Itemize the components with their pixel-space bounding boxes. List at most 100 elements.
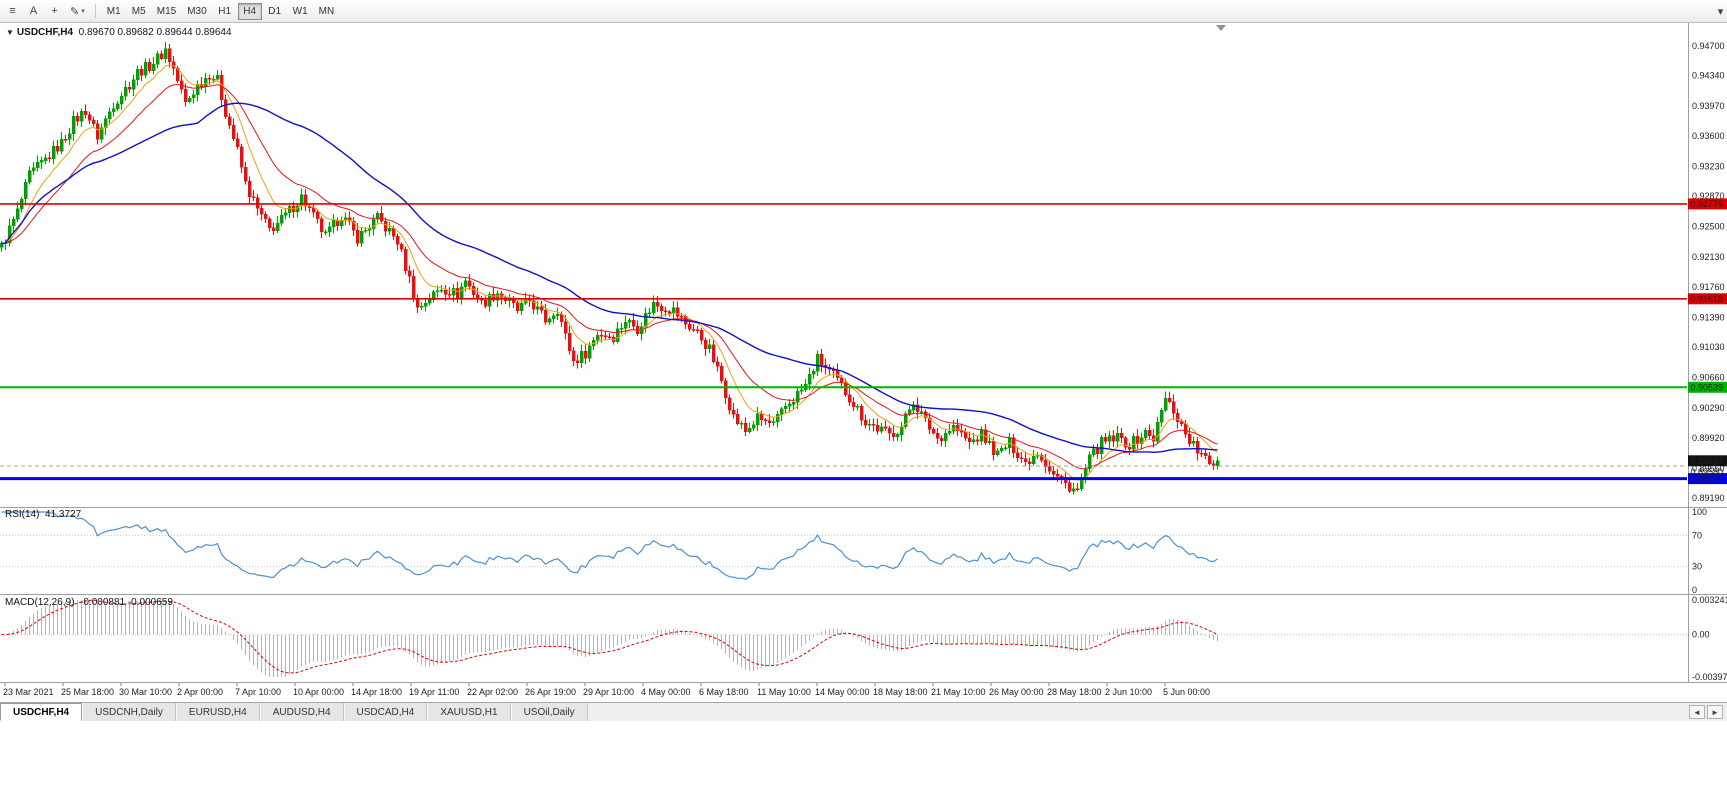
svg-text:29 Apr 10:00: 29 Apr 10:00 (583, 687, 634, 697)
svg-text:19 Apr 11:00: 19 Apr 11:00 (409, 687, 459, 697)
axis-badge-0.91618 (1688, 293, 1727, 305)
timeframe-button-h4[interactable]: H4 (237, 2, 262, 20)
svg-text:30: 30 (1692, 562, 1702, 572)
svg-text:0.91390: 0.91390 (1692, 313, 1725, 323)
chart-tab-usdcad-h4[interactable]: USDCAD,H4 (343, 703, 428, 721)
hamburger-icon: ≡ (9, 5, 16, 17)
svg-text:22 Apr 02:00: 22 Apr 02:00 (467, 687, 518, 697)
rsi-value: 41.3727 (45, 509, 82, 520)
timeframe-button-d1[interactable]: D1 (263, 3, 287, 20)
macd-signal-line (1, 599, 1218, 674)
svg-text:-0.003976: -0.003976 (1692, 672, 1727, 682)
svg-text:70: 70 (1692, 530, 1702, 540)
rsi-panel (0, 534, 1687, 568)
svg-text:5 Jun 00:00: 5 Jun 00:00 (1163, 687, 1210, 697)
rsi-indicator-label: RSI(14) 41.3727 (5, 509, 81, 520)
price-axis[interactable]: 0.94700 0.94340 0.93970 0.93600 0.93230 0.928… (1688, 41, 1727, 682)
svg-text:0.92870: 0.92870 (1692, 191, 1725, 201)
toolbar-overflow-icon: ▾ (1717, 5, 1724, 18)
svg-text:0.92130: 0.92130 (1692, 252, 1725, 262)
svg-text:0.89190: 0.89190 (1692, 493, 1725, 503)
svg-text:10 Apr 00:00: 10 Apr 00:00 (293, 687, 344, 697)
crosshair-icon: + (51, 5, 58, 17)
draw-tool-button[interactable]: ✎ ▾ (66, 3, 89, 20)
svg-text:0.93600: 0.93600 (1692, 131, 1725, 141)
svg-text:0.89550: 0.89550 (1692, 464, 1725, 474)
chart-menu-button[interactable]: ≡ (3, 3, 22, 20)
timeframe-button-m15[interactable]: M15 (152, 3, 181, 20)
timeframe-button-m30[interactable]: M30 (182, 3, 211, 20)
svg-text:0.89644: 0.89644 (1691, 456, 1724, 466)
svg-text:14 May 00:00: 14 May 00:00 (815, 687, 870, 697)
timeframe-button-w1[interactable]: W1 (288, 3, 313, 20)
svg-text:0.89427: 0.89427 (1691, 474, 1724, 484)
chart-tab-eurusd-h4[interactable]: EURUSD,H4 (175, 703, 260, 721)
chart-stage[interactable]: 0.94700 0.94340 0.93970 0.93600 0.93230 0.928… (0, 22, 1727, 698)
timeframe-button-mn[interactable]: MN (314, 3, 340, 20)
expand-ohlc-icon[interactable]: ▼ (6, 28, 14, 37)
svg-text:2 Jun 10:00: 2 Jun 10:00 (1105, 687, 1152, 697)
svg-text:0.94340: 0.94340 (1692, 71, 1725, 81)
axis-badge-0.89427 (1688, 473, 1727, 485)
ma-slow-line (1, 102, 1218, 454)
current-price-badge (1688, 455, 1727, 467)
macd-values: -0.000881 -0.000659 (80, 597, 173, 608)
svg-text:28 May 18:00: 28 May 18:00 (1047, 687, 1102, 697)
timeframe-button-m1[interactable]: M1 (102, 3, 126, 20)
timeframe-button-h1[interactable]: H1 (213, 3, 237, 20)
svg-text:0.91618: 0.91618 (1691, 294, 1724, 304)
toolbar-separator (94, 4, 96, 18)
chart-tab-usdcnh-daily[interactable]: USDCNH,Daily (82, 703, 176, 721)
svg-text:100: 100 (1692, 507, 1707, 517)
svg-text:6 May 18:00: 6 May 18:00 (699, 687, 749, 697)
svg-text:18 May 18:00: 18 May 18:00 (873, 687, 928, 697)
svg-text:11 May 10:00: 11 May 10:00 (757, 687, 811, 697)
text-tool-button[interactable]: A (24, 3, 43, 20)
macd-panel (0, 600, 1687, 677)
chart-ohlc-values: 0.89670 0.89682 0.89644 0.89644 (78, 27, 232, 38)
pencil-icon: ✎ (70, 5, 80, 18)
ma-fast-line (1, 64, 1218, 481)
svg-text:26 Apr 19:00: 26 Apr 19:00 (525, 687, 576, 697)
chart-title: ▼ USDCHF,H4 0.89670 0.89682 0.89644 0.896… (6, 27, 232, 38)
chart-tabs: USDCHF,H4 USDCNH,Daily EURUSD,H4 AUDUSD,H4 U… (0, 703, 588, 721)
rsi-line (1, 511, 1218, 580)
crosshair-tool-button[interactable]: + (45, 3, 64, 20)
axis-badge-0.92775 (1688, 198, 1727, 210)
svg-text:21 May 10:00: 21 May 10:00 (931, 687, 986, 697)
svg-text:23 Mar 2021: 23 Mar 2021 (3, 687, 54, 697)
chart-tab-audusd-h4[interactable]: AUDUSD,H4 (259, 703, 344, 721)
chart-tab-xauusd-h1[interactable]: XAUUSD,H1 (427, 703, 511, 721)
time-axis[interactable]: 23 Mar 2021 25 Mar 18:00 30 Mar 10:00 2 Apr… (3, 683, 1210, 697)
top-toolbar: ≡ A + ✎ ▾ M1 M5 M15 M30 H1 H4 D1 W1 MN ▾ (0, 0, 1727, 23)
svg-text:2 Apr 00:00: 2 Apr 00:00 (177, 687, 223, 697)
macd-histogram (5, 600, 1218, 677)
macd-indicator-label: MACD(12,26,9) -0.000881 -0.000659 (5, 597, 173, 608)
tabs-scroll-right-button[interactable]: ► (1707, 705, 1723, 719)
ma-medium-line (1, 83, 1218, 470)
svg-text:4 May 00:00: 4 May 00:00 (641, 687, 691, 697)
timeframe-button-m5[interactable]: M5 (127, 3, 151, 20)
tabs-scroll-left-button[interactable]: ◄ (1689, 705, 1705, 719)
svg-text:7 Apr 10:00: 7 Apr 10:00 (235, 687, 281, 697)
chart-tab-usoil-daily[interactable]: USOil,Daily (510, 703, 588, 721)
chart-shift-marker[interactable] (1216, 25, 1226, 31)
svg-text:0.90290: 0.90290 (1692, 403, 1725, 413)
candles-layer (0, 41, 1220, 495)
tab-scroll-controls: ◄ ► (1685, 703, 1727, 721)
toolbar-overflow-button[interactable]: ▾ (1711, 3, 1727, 20)
svg-text:0.89920: 0.89920 (1692, 433, 1725, 443)
rsi-name: RSI(14) (5, 509, 40, 520)
chart-tab-usdchf-h4[interactable]: USDCHF,H4 (0, 703, 83, 721)
macd-name: MACD(12,26,9) (5, 597, 75, 608)
svg-text:0: 0 (1692, 585, 1697, 595)
svg-text:0.91030: 0.91030 (1692, 342, 1725, 352)
chart-symbol-period: USDCHF,H4 (16, 27, 74, 38)
timeframe-group: M1 M5 M15 M30 H1 H4 D1 W1 MN (102, 2, 340, 20)
svg-text:0.91760: 0.91760 (1692, 282, 1725, 292)
svg-text:0.92500: 0.92500 (1692, 222, 1725, 232)
svg-text:0.93970: 0.93970 (1692, 101, 1725, 111)
svg-text:0.00: 0.00 (1692, 630, 1710, 640)
svg-text:0.003241: 0.003241 (1692, 595, 1727, 605)
price-chart[interactable]: 0.94700 0.94340 0.93970 0.93600 0.93230 0.928… (0, 22, 1727, 698)
